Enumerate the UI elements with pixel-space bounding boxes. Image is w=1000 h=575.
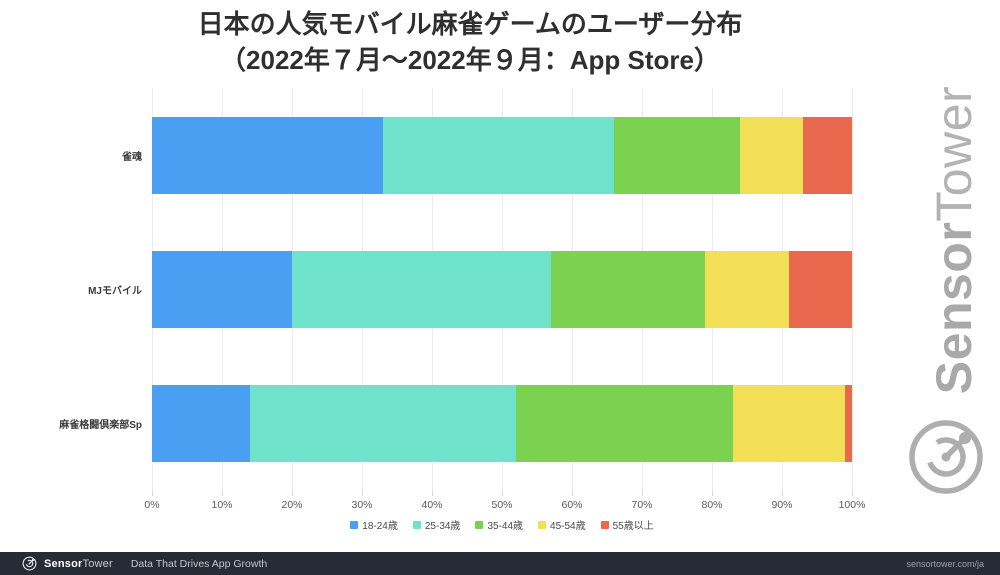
legend-label: 35-44歳: [487, 521, 524, 532]
bar-row: [152, 251, 852, 328]
x-tick-label: 100%: [838, 499, 866, 511]
bar-segment: [845, 385, 852, 462]
legend-label: 25-34歳: [424, 521, 461, 532]
sensor-tower-logo-icon: [909, 420, 983, 494]
legend-swatch: [475, 520, 484, 529]
bar-segment: [705, 251, 789, 328]
legend-item: 55歳以上: [600, 517, 654, 532]
footer-brand: SensorTower: [44, 558, 113, 570]
axis-tick-mark: [642, 490, 643, 496]
x-tick-label: 70%: [631, 499, 653, 511]
axis-tick-mark: [852, 490, 853, 496]
axis-tick-mark: [502, 490, 503, 496]
x-tick-label: 90%: [771, 499, 793, 511]
sensor-tower-watermark: SensorTower: [925, 70, 985, 410]
bar-segment: [383, 117, 614, 194]
footer-bar: SensorTower Data That Drives App Growth …: [0, 552, 1000, 575]
legend-item: 45-54歳: [538, 517, 586, 532]
y-axis-label: 雀魂: [122, 151, 142, 163]
axis-tick-mark: [432, 490, 433, 496]
y-axis-labels: 雀魂 MJモバイル麻雀格闘倶楽部Sp: [0, 88, 146, 490]
x-tick-label: 40%: [421, 499, 443, 511]
chart-title-line1: 日本の人気モバイル麻雀ゲームのユーザー分布: [197, 9, 743, 39]
legend-swatch: [538, 520, 547, 529]
x-tick-label: 80%: [701, 499, 723, 511]
bar-row: [152, 385, 852, 462]
legend-item: 25-34歳: [412, 517, 461, 532]
bar-segment: [614, 117, 740, 194]
axis-tick-mark: [222, 490, 223, 496]
bar-segment: [740, 117, 803, 194]
bar-segment: [292, 251, 551, 328]
x-tick-label: 30%: [351, 499, 373, 511]
bar-segment: [250, 385, 516, 462]
legend-swatch: [600, 520, 609, 529]
axis-tick-mark: [782, 490, 783, 496]
axis-tick-mark: [362, 490, 363, 496]
axis-tick-mark: [712, 490, 713, 496]
legend-label: 18-24歳: [362, 521, 398, 532]
footer-brand-bold: Sensor: [44, 557, 83, 570]
footer-brand-light: Tower: [82, 557, 113, 570]
bar-segment: [152, 385, 250, 462]
plot-area: [152, 88, 853, 496]
chart-title: 日本の人気モバイル麻雀ゲームのユーザー分布 （2022年７月～2022年９月：A…: [0, 7, 940, 79]
footer-tagline: Data That Drives App Growth: [130, 557, 268, 570]
watermark-brand-light: Tower: [926, 85, 982, 222]
x-tick-label: 0%: [144, 499, 160, 511]
chart-title-line2: （2022年７月～2022年９月：App Store）: [220, 44, 720, 75]
bar-segment: [733, 385, 845, 462]
legend-swatch: [350, 520, 359, 529]
chart-legend: 18-24歳 25-34歳 35-44歳 45-54歳 55歳以上: [152, 517, 852, 532]
gridline: [852, 88, 853, 490]
x-tick-label: 10%: [211, 499, 233, 511]
footer-url: sensortower.com/ja: [906, 558, 984, 569]
footer-sensor-tower-logo-icon: [22, 556, 37, 571]
x-tick-label: 60%: [561, 499, 583, 511]
y-axis-label: MJモバイル: [88, 285, 142, 297]
bar-segment: [152, 117, 383, 194]
bar-segment: [516, 385, 733, 462]
axis-tick-mark: [572, 490, 573, 496]
legend-label: 55歳以上: [612, 521, 654, 532]
axis-tick-mark: [292, 490, 293, 496]
bar-segment: [551, 251, 705, 328]
legend-label: 45-54歳: [550, 521, 586, 532]
bar-segment: [789, 251, 852, 328]
legend-item: 35-44歳: [475, 517, 523, 532]
bar-row: [152, 117, 852, 194]
legend-swatch: [412, 520, 421, 529]
x-axis-labels: 0% 10% 20% 30% 40% 50% 60% 70% 80% 90% 100%: [144, 499, 865, 513]
legend-item: 18-24歳: [350, 517, 398, 532]
x-tick-label: 20%: [281, 499, 303, 511]
bar-segment: [803, 117, 852, 194]
watermark-brand-bold: Sensor: [926, 221, 982, 395]
axis-tick-mark: [152, 490, 153, 496]
y-axis-label: 麻雀格闘倶楽部Sp: [59, 419, 142, 431]
x-tick-label: 50%: [491, 499, 513, 511]
bar-segment: [152, 251, 292, 328]
